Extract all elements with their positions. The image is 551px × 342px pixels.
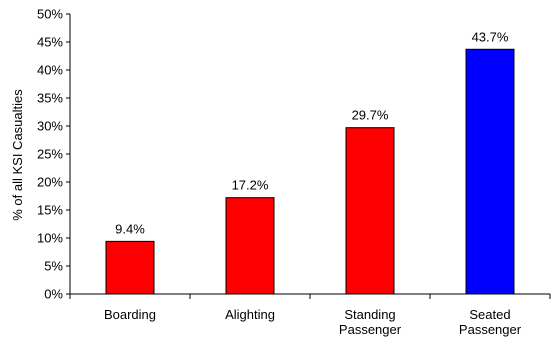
bar: [345, 127, 395, 295]
bars: [105, 48, 515, 295]
y-tick-label: 25%: [37, 147, 63, 162]
bar: [465, 48, 515, 295]
bar: [105, 240, 155, 295]
y-axis-label: % of all KSI Casualties: [10, 89, 25, 221]
x-category-label: Passenger: [339, 322, 402, 337]
y-tick-label: 5%: [44, 259, 63, 274]
y-tick-label: 45%: [37, 35, 63, 50]
y-tick-label: 40%: [37, 63, 63, 78]
x-category-label: Standing: [344, 307, 395, 322]
x-categories: Boarding Alighting StandingPassengerSeated…: [104, 307, 522, 337]
y-tick-label: 35%: [37, 91, 63, 106]
data-label: 43.7%: [472, 29, 509, 44]
y-tick-label: 0%: [44, 287, 63, 302]
x-category-label: Passenger: [459, 322, 522, 337]
y-tick-label: 10%: [37, 231, 63, 246]
y-ticks: 0% 5% 10% 15% 20% 25% 30% 35% 40% 45% 50%: [37, 7, 551, 302]
y-tick-label: 30%: [37, 119, 63, 134]
bar: [225, 197, 275, 295]
data-label: 9.4%: [115, 221, 145, 236]
data-label: 17.2%: [232, 178, 269, 193]
y-tick-label: 20%: [37, 175, 63, 190]
data-labels: 9.4% 17.2% 29.7% 43.7%: [115, 29, 509, 236]
y-tick-label: 50%: [37, 7, 63, 22]
y-tick-label: 15%: [37, 203, 63, 218]
x-category-label: Seated: [469, 307, 510, 322]
x-category-label: Alighting: [225, 307, 275, 322]
x-category-label: Boarding: [104, 307, 156, 322]
data-label: 29.7%: [352, 108, 389, 123]
